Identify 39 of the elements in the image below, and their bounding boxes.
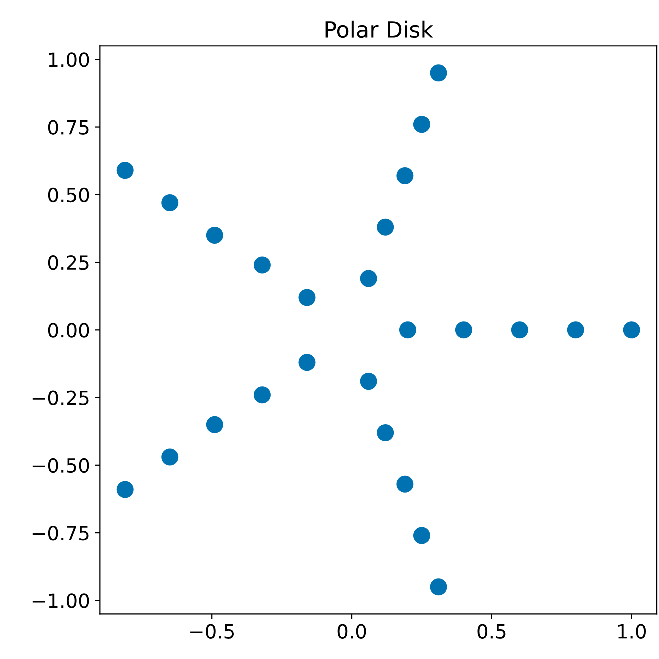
x-tick-label: −0.5 (190, 624, 234, 639)
y-tick-label: 1.00 (49, 52, 90, 68)
point (254, 386, 271, 404)
point (298, 289, 316, 306)
x-tick-label: 1.0 (618, 624, 646, 639)
y-tick-label: 0.00 (48, 323, 90, 338)
point (396, 476, 414, 493)
point (298, 354, 316, 372)
y-tick-label: −0.50 (32, 458, 90, 474)
point (567, 322, 584, 339)
point (455, 322, 472, 339)
point (511, 322, 528, 339)
point (430, 64, 448, 82)
point (116, 162, 134, 180)
x-tick-label: 0.5 (478, 624, 506, 639)
x-tick-label: 0.0 (338, 624, 366, 639)
y-tick-label: −1.00 (32, 594, 90, 608)
point (254, 256, 271, 274)
point (206, 416, 224, 434)
y-tick-label: 0.75 (48, 120, 89, 135)
point (162, 448, 179, 466)
point (413, 116, 430, 134)
y-tick-label: 0.50 (48, 188, 90, 203)
point (399, 322, 416, 339)
point (206, 226, 224, 244)
y-tick-label: 0.25 (48, 255, 89, 270)
point (360, 270, 378, 288)
point (396, 167, 414, 184)
y-tick-label: −0.75 (32, 526, 89, 541)
point (116, 481, 134, 498)
point (413, 527, 430, 544)
point (162, 194, 179, 212)
point (623, 322, 640, 339)
point (360, 373, 378, 390)
point (430, 578, 448, 596)
point (377, 218, 394, 236)
point (377, 424, 394, 442)
chart-title: Polar Disk (326, 20, 434, 38)
y-tick-label: −0.25 (32, 390, 89, 406)
